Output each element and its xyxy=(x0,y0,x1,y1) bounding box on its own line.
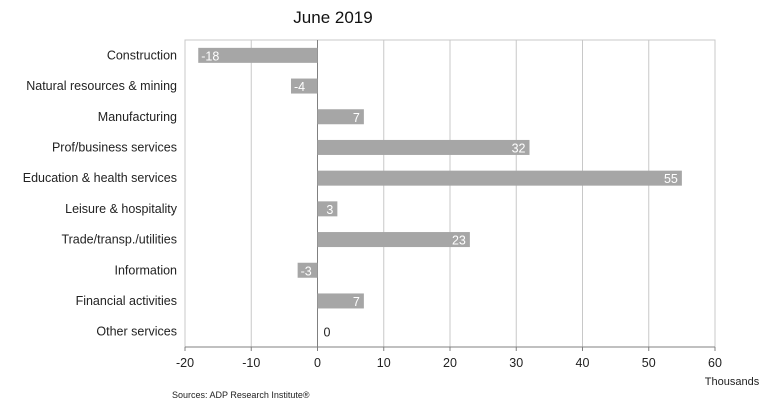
source-note: Sources: ADP Research Institute® xyxy=(172,390,310,400)
x-tick-label: 50 xyxy=(642,356,656,370)
x-tick-label: -10 xyxy=(242,356,260,370)
bar-value-label: 55 xyxy=(664,172,678,186)
category-label: Manufacturing xyxy=(98,110,177,124)
category-label: Information xyxy=(114,263,177,277)
category-labels: Construction Natural resources & mining Ma… xyxy=(23,48,178,338)
bar xyxy=(317,109,364,125)
bar xyxy=(317,139,530,155)
x-tick-label: 40 xyxy=(576,356,590,370)
bar-value-label: -18 xyxy=(201,49,219,63)
category-label: Education & health services xyxy=(23,171,177,185)
bar-value-label: 0 xyxy=(324,326,331,340)
x-tick-label: 10 xyxy=(377,356,391,370)
bar xyxy=(297,262,318,278)
category-label: Leisure & hospitality xyxy=(65,202,178,216)
x-tick-labels: -20 -10 0 10 20 30 40 50 60 xyxy=(176,347,722,370)
bar-value-label: 7 xyxy=(353,111,360,125)
bar-value-label: 3 xyxy=(326,203,333,217)
bar-value-label: -3 xyxy=(301,264,312,278)
x-tick-label: -20 xyxy=(176,356,194,370)
x-tick-label: 20 xyxy=(443,356,457,370)
bar xyxy=(317,232,470,248)
category-label: Prof/business services xyxy=(52,140,177,154)
chart-title: June 2019 xyxy=(293,8,372,27)
bar-value-label: 7 xyxy=(353,295,360,309)
bar xyxy=(317,293,364,309)
x-tick-label: 0 xyxy=(314,356,321,370)
category-label: Other services xyxy=(96,325,177,339)
bar-value-label: -4 xyxy=(294,80,305,94)
category-label: Natural resources & mining xyxy=(26,79,177,93)
bar-value-label: 32 xyxy=(512,141,526,155)
category-label: Trade/transp./utilities xyxy=(61,233,177,247)
bar xyxy=(198,47,318,63)
bar xyxy=(317,170,682,186)
category-label: Financial activities xyxy=(76,294,177,308)
x-tick-label: 60 xyxy=(708,356,722,370)
bar xyxy=(317,201,338,217)
x-tick-label: 30 xyxy=(509,356,523,370)
bar xyxy=(291,78,318,94)
bars: -18 -4 7 32 55 3 23 -3 7 0 xyxy=(198,47,682,340)
category-label: Construction xyxy=(107,48,177,62)
x-axis-unit-label: Thousands xyxy=(705,376,760,388)
gridlines xyxy=(184,39,716,348)
bar-value-label: 23 xyxy=(452,234,466,248)
